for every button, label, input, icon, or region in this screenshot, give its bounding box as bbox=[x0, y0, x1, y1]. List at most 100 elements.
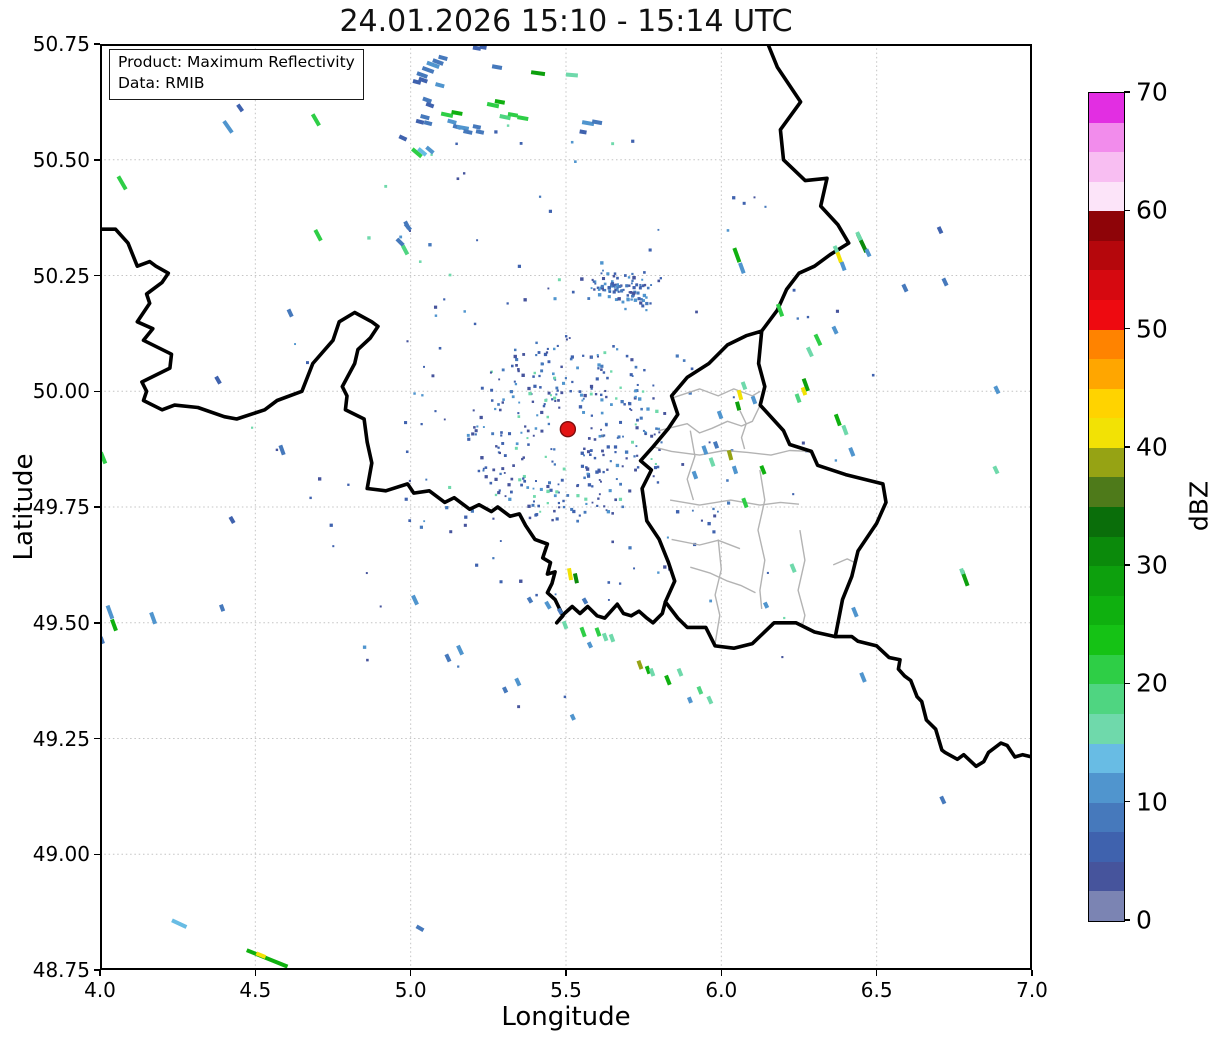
clutter-speck bbox=[608, 489, 612, 493]
clutter-speck bbox=[648, 248, 652, 252]
clutter-speck bbox=[640, 407, 643, 411]
figure-title: 24.01.2026 15:10 - 15:14 UTC bbox=[339, 4, 793, 39]
radar-echo bbox=[939, 795, 947, 805]
data-source-label: Data: RMIB bbox=[118, 74, 205, 93]
clutter-speck bbox=[593, 288, 596, 291]
clutter-speck bbox=[695, 310, 698, 314]
clutter-speck bbox=[552, 372, 555, 376]
clutter-speck bbox=[634, 423, 637, 426]
clutter-speck bbox=[466, 433, 470, 437]
clutter-speck bbox=[471, 432, 475, 436]
radar-echo bbox=[472, 124, 482, 130]
clutter-speck bbox=[484, 475, 488, 479]
clutter-speck bbox=[582, 354, 585, 357]
clutter-speck bbox=[615, 478, 618, 481]
clutter-speck bbox=[499, 472, 502, 476]
radar-echo bbox=[110, 618, 118, 632]
clutter-speck bbox=[628, 546, 632, 550]
clutter-speck bbox=[582, 410, 586, 414]
clutter-speck bbox=[633, 455, 636, 458]
colorbar-title: dBZ bbox=[1184, 480, 1214, 532]
radar-echo bbox=[936, 226, 944, 235]
clutter-speck bbox=[625, 457, 628, 460]
clutter-speck bbox=[600, 261, 604, 265]
radar-echo bbox=[644, 665, 652, 675]
clutter-speck bbox=[606, 272, 610, 276]
radar-echo bbox=[313, 228, 323, 242]
clutter-speck bbox=[413, 392, 416, 395]
clutter-speck bbox=[419, 525, 423, 529]
clutter-speck bbox=[639, 301, 643, 305]
colorbar-segment bbox=[1089, 358, 1124, 389]
radar-echo bbox=[222, 119, 234, 134]
clutter-speck bbox=[464, 515, 468, 519]
clutter-speck bbox=[603, 351, 607, 355]
clutter-speck bbox=[595, 470, 599, 474]
radar-echo bbox=[901, 283, 909, 293]
clutter-speck bbox=[652, 475, 655, 478]
clutter-speck bbox=[523, 479, 527, 483]
clutter-speck bbox=[600, 364, 604, 368]
clutter-speck bbox=[629, 407, 632, 410]
clutter-speck bbox=[503, 472, 506, 474]
clutter-speck bbox=[589, 392, 593, 396]
clutter-speck bbox=[526, 429, 530, 433]
radar-echo bbox=[411, 594, 419, 606]
clutter-speck bbox=[495, 445, 498, 448]
radar-echo bbox=[486, 101, 500, 109]
colorbar-tick-label: 60 bbox=[1136, 195, 1168, 225]
clutter-speck bbox=[666, 536, 669, 539]
clutter-speck bbox=[681, 463, 685, 466]
x-tick-mark bbox=[875, 970, 878, 976]
y-tick-mark bbox=[94, 506, 100, 508]
region-border bbox=[669, 499, 800, 506]
clutter-speck bbox=[317, 477, 322, 481]
clutter-speck bbox=[834, 459, 838, 462]
clutter-speck bbox=[517, 412, 520, 415]
radar-echo bbox=[805, 346, 814, 358]
clutter-speck bbox=[792, 288, 796, 292]
clutter-speck bbox=[523, 298, 527, 302]
colorbar-segment bbox=[1089, 269, 1124, 300]
clutter-speck bbox=[512, 464, 515, 467]
clutter-speck bbox=[641, 390, 645, 393]
radar-echo bbox=[494, 99, 506, 105]
clutter-speck bbox=[475, 563, 479, 567]
radar-echo bbox=[591, 119, 603, 126]
clutter-speck bbox=[629, 291, 633, 294]
clutter-speck bbox=[615, 288, 619, 292]
clutter-speck bbox=[551, 460, 554, 463]
y-tick-mark bbox=[94, 969, 100, 971]
radar-echo bbox=[800, 386, 808, 396]
radar-echo bbox=[417, 147, 428, 157]
clutter-speck bbox=[655, 409, 659, 414]
clutter-speck bbox=[482, 467, 485, 470]
product-info-box: Product: Maximum Reflectivity Data: RMIB bbox=[109, 49, 364, 100]
clutter-speck bbox=[796, 317, 799, 320]
clutter-speck bbox=[650, 458, 653, 461]
clutter-speck bbox=[620, 289, 624, 293]
clutter-speck bbox=[613, 286, 616, 289]
region-border bbox=[686, 430, 696, 501]
clutter-speck bbox=[616, 283, 620, 286]
country-border bbox=[100, 227, 668, 625]
clutter-speck bbox=[580, 451, 584, 455]
radar-echo bbox=[219, 603, 226, 612]
y-tick-mark bbox=[94, 274, 100, 277]
radar-echo bbox=[736, 389, 744, 401]
radar-echo bbox=[801, 377, 810, 392]
clutter-speck bbox=[620, 399, 624, 404]
clutter-speck bbox=[603, 505, 606, 508]
radar-echo bbox=[403, 220, 411, 230]
clutter-speck bbox=[570, 507, 574, 511]
radar-echo bbox=[581, 597, 589, 605]
clutter-speck bbox=[558, 406, 561, 409]
clutter-speck bbox=[590, 387, 593, 390]
clutter-speck bbox=[590, 414, 594, 417]
clutter-speck bbox=[474, 429, 478, 433]
colorbar-segment bbox=[1089, 210, 1124, 241]
clutter-speck bbox=[539, 386, 542, 389]
clutter-speck bbox=[591, 278, 594, 281]
clutter-speck bbox=[528, 391, 532, 396]
clutter-speck bbox=[547, 287, 550, 290]
